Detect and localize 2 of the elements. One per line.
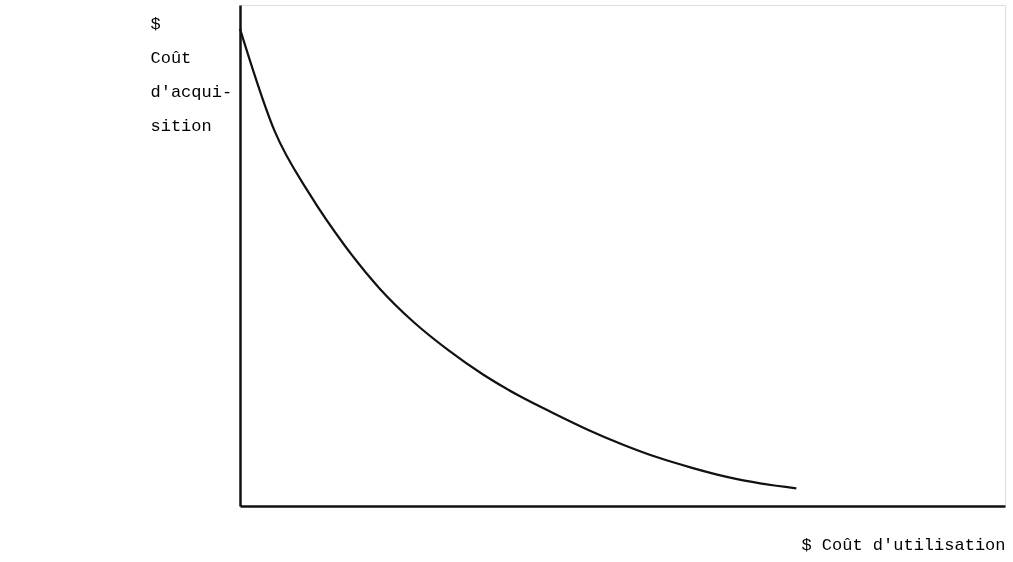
y-axis-title: $ Coût d'acqui- sition [150,14,233,136]
x-axis-title: $ Coût d'utilisation [801,535,1006,555]
